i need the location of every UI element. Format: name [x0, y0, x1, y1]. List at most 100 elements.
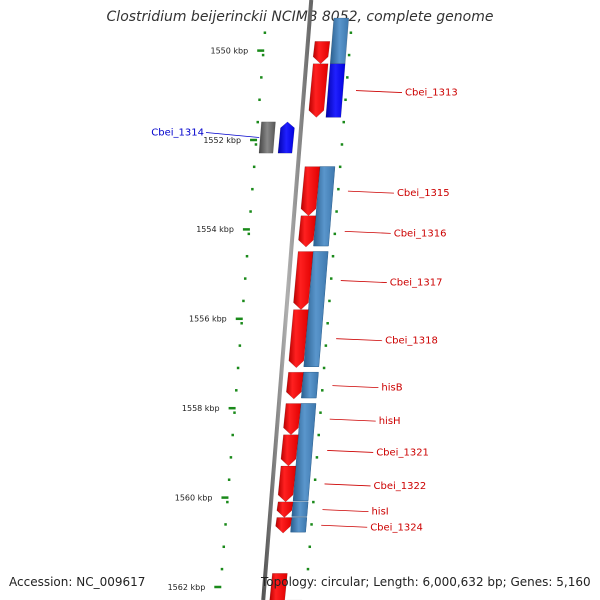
scale-dot: [238, 344, 242, 347]
outer-dot: [328, 299, 331, 303]
outer-dot: [349, 31, 353, 34]
gene-feature: [275, 517, 293, 534]
gene-feature: [280, 434, 299, 467]
gene-feature: [277, 465, 297, 503]
scale-tick-label: 1558 kbp: [182, 404, 220, 413]
scale-dot: [231, 433, 234, 437]
outer-dot: [324, 344, 328, 347]
scale-dot: [251, 187, 254, 191]
homology-block: [313, 166, 336, 247]
gene-feature: [329, 17, 350, 65]
scale-dot: [220, 567, 224, 571]
label-leader-line: [332, 385, 379, 388]
outer-dot: [326, 322, 329, 325]
scale-tick-label: 1550 kbp: [211, 46, 249, 55]
scale-dot: [249, 210, 252, 213]
label-leader-line: [344, 230, 391, 234]
scale-tick: [228, 406, 236, 410]
scale-tick-label: 1554 kbp: [196, 225, 234, 234]
outer-dot: [347, 53, 351, 57]
outer-dot: [346, 76, 349, 79]
scale-dot: [222, 545, 226, 549]
scale-dot: [256, 120, 259, 124]
scale-tick: [250, 138, 258, 142]
outer-dot: [322, 366, 326, 370]
scale-dot: [229, 456, 233, 459]
gene-label: Cbei_1315: [397, 188, 450, 199]
label-leader-line: [324, 483, 371, 487]
scale-dot: [247, 232, 251, 236]
gene-label: Cbei_1316: [394, 228, 447, 239]
gene-feature: [276, 501, 294, 518]
outer-dot: [315, 456, 319, 459]
label-leader-line: [327, 450, 374, 453]
outer-dot: [335, 210, 338, 213]
label-leader-line: [329, 418, 376, 422]
label-leader-line: [347, 190, 394, 194]
scale-dot: [227, 478, 231, 481]
scale-ticks-layer: 1550 kbp 1552 kbp 1554 kbp 1556 kbp 1558 kbp…: [168, 31, 353, 592]
label-leader-line: [336, 338, 383, 342]
gene-label: hisI: [371, 507, 388, 518]
gene-feature: [283, 403, 302, 436]
scale-dot: [240, 322, 243, 325]
outer-dot: [310, 523, 313, 526]
outer-dot: [317, 433, 320, 437]
outer-dot: [338, 165, 342, 169]
genome-backbone: [261, 0, 314, 600]
scale-dot: [235, 389, 238, 392]
scale-dot: [254, 143, 258, 146]
outer-dot: [329, 277, 333, 280]
label-leader-line: [355, 90, 403, 93]
accession-text: Accession: NC_009617: [9, 575, 146, 589]
scale-tick-label: 1560 kbp: [175, 493, 213, 502]
outer-dot: [337, 187, 340, 191]
outer-dot: [312, 500, 315, 504]
homology-block: [290, 517, 308, 533]
topology-text: Topology: circular; Length: 6,000,632 bp…: [261, 575, 591, 589]
scale-tick-label: 1552 kbp: [203, 136, 241, 145]
homology-block: [301, 371, 319, 399]
gene-feature: [298, 215, 317, 248]
gene-feature: [325, 63, 346, 118]
genes-layer: [258, 17, 350, 600]
scale-dot: [226, 500, 229, 504]
gene-feature: [312, 41, 331, 65]
scale-tick-label: 1556 kbp: [189, 315, 227, 324]
outer-dot: [333, 232, 337, 236]
gene-feature: [293, 251, 314, 310]
backbone-layer: [261, 0, 314, 600]
outer-dot: [319, 411, 322, 414]
gene-label: Cbei_1322: [374, 481, 427, 492]
scale-dot: [252, 165, 256, 169]
gene-feature: [269, 573, 288, 600]
scale-dot: [260, 76, 263, 79]
outer-dot: [344, 98, 347, 102]
scale-tick: [235, 317, 243, 321]
gene-label: Cbei_1314: [151, 128, 204, 139]
outer-dot: [308, 545, 312, 549]
scale-dot: [236, 366, 240, 370]
scale-tick: [257, 49, 265, 52]
page-title: Clostridium beijerinckii NCIMB 8052, com…: [106, 9, 494, 25]
scale-dot: [224, 523, 227, 526]
gene-feature: [286, 371, 304, 400]
gene-feature: [300, 166, 321, 217]
scale-dot: [263, 31, 267, 34]
scale-tick: [242, 228, 250, 231]
outer-dot: [331, 254, 335, 258]
outer-dot: [306, 567, 310, 571]
gene-feature: [258, 121, 276, 154]
gene-feature: [288, 309, 309, 369]
label-leader-line: [205, 132, 260, 138]
gene-label: Cbei_1318: [385, 336, 438, 347]
gene-label: Cbei_1321: [376, 447, 429, 458]
outer-dot: [340, 143, 344, 146]
scale-dot: [243, 277, 247, 280]
gene-label: Cbei_1317: [390, 278, 443, 289]
gene-feature: [277, 121, 295, 154]
scale-tick: [214, 585, 222, 589]
scale-dot: [242, 299, 245, 303]
gene-label: Cbei_1313: [405, 88, 458, 99]
